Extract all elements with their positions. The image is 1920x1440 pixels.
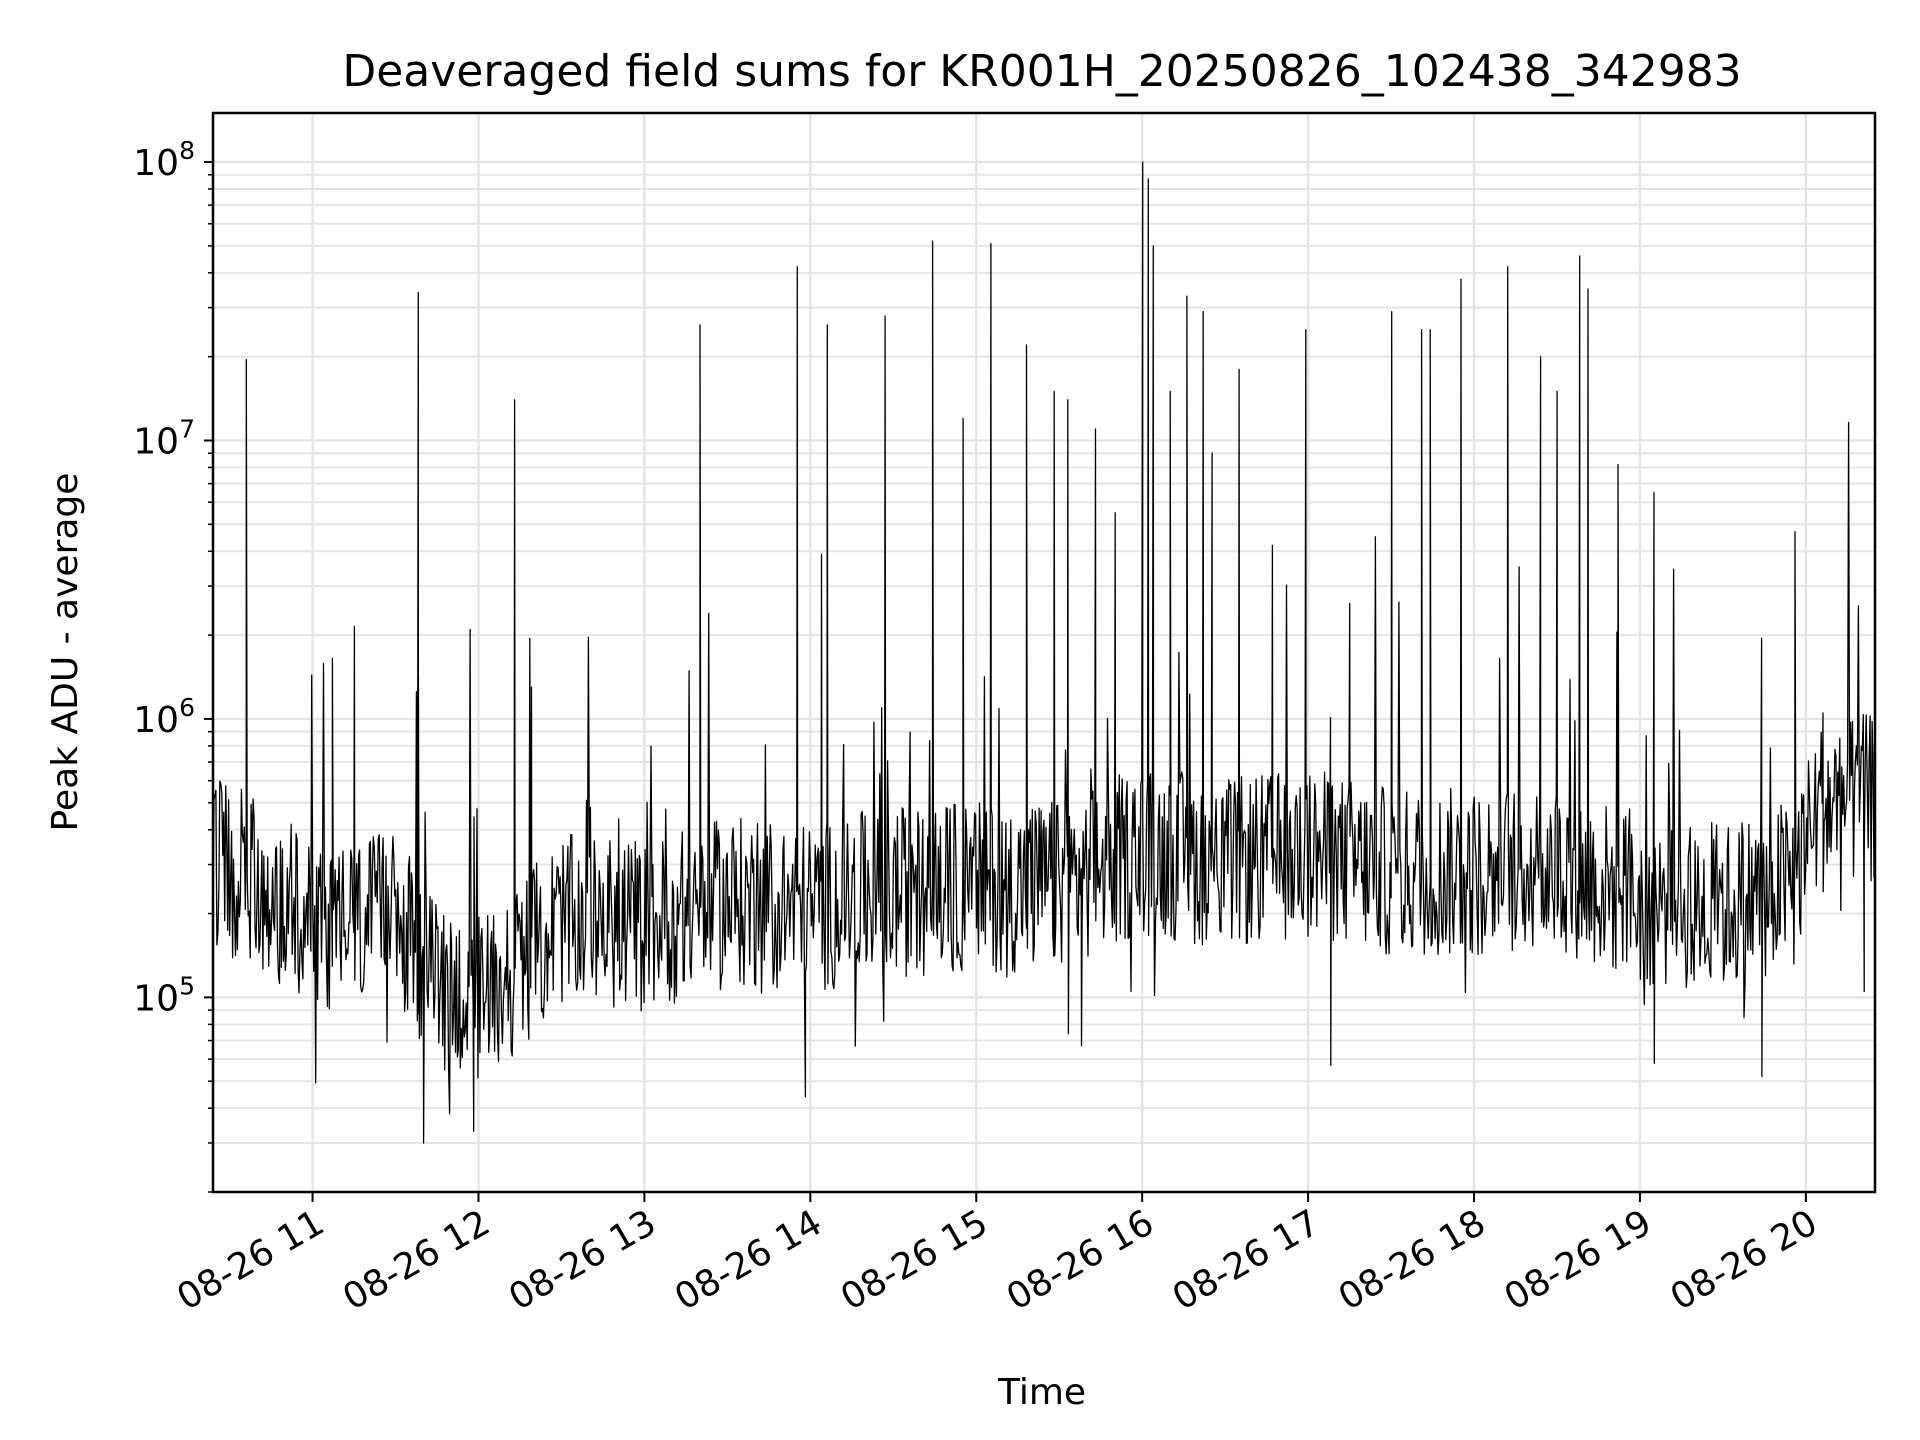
x-tick-label: 08-26 15	[834, 1202, 995, 1318]
x-tick-label: 08-26 19	[1498, 1202, 1659, 1318]
x-tick-label: 08-26 16	[1000, 1202, 1161, 1318]
series-line	[212, 161, 1876, 1144]
x-tick-label: 08-26 11	[170, 1202, 331, 1318]
y-tick-label: 107	[133, 414, 195, 462]
y-tick-label: 106	[133, 693, 195, 741]
axes-frame	[211, 111, 1877, 1194]
y-tick-label: 108	[133, 136, 195, 184]
plot-area	[212, 161, 1876, 1144]
chart-title: Deaveraged field sums for KR001H_2025082…	[342, 46, 1741, 97]
y-axis-label: Peak ADU - average	[45, 473, 86, 832]
y-tick-label: 105	[133, 971, 195, 1019]
x-tick-label: 08-26 13	[502, 1202, 663, 1318]
x-tick-label: 08-26 14	[668, 1202, 829, 1318]
x-tick-label: 08-26 20	[1664, 1202, 1825, 1318]
x-tick-label: 08-26 18	[1332, 1202, 1493, 1318]
x-tick-label: 08-26 17	[1166, 1202, 1327, 1318]
x-tick-label: 08-26 12	[336, 1202, 497, 1318]
x-axis-label: Time	[997, 1372, 1086, 1413]
